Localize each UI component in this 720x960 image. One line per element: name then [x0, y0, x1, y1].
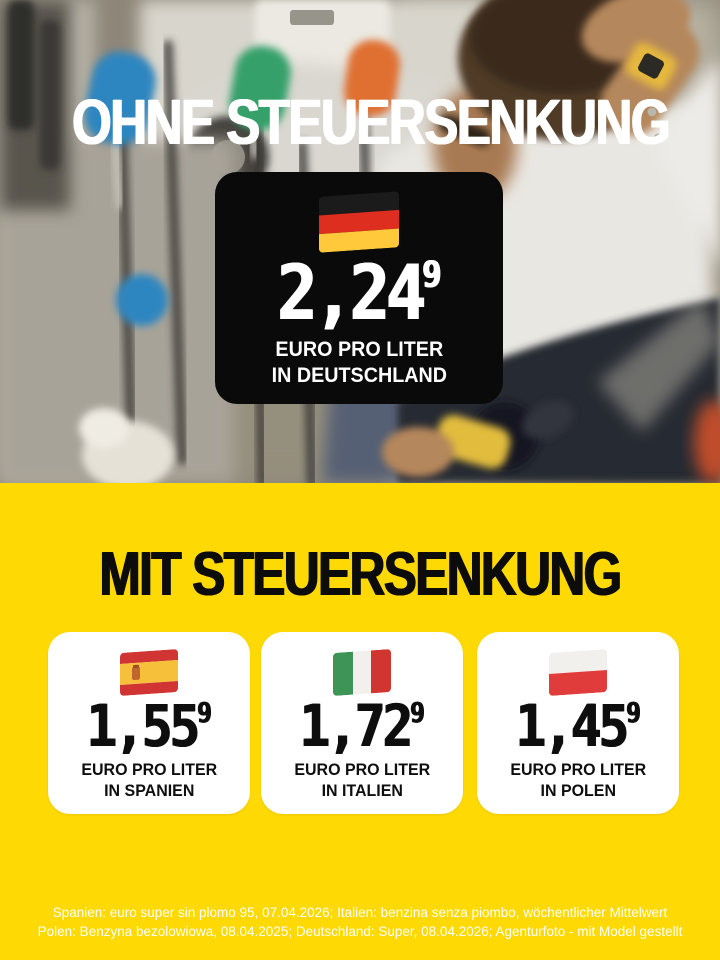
germany-price-card: 2,24 9 EURO PRO LITER IN DEUTSCHLAND — [215, 172, 503, 404]
spain-unit-label: EURO PRO LITER IN SPANIEN — [81, 760, 217, 801]
headline-without-tax-cut: OHNE STEUERSENKUNG — [72, 86, 671, 158]
spain-price: 1,55 9 — [86, 692, 212, 760]
germany-price-value: 2,24 — [276, 248, 426, 337]
spain-unit-line1: EURO PRO LITER — [81, 760, 217, 780]
footnote-line2: Polen: Benzyna bezolowiowa, 08.04.2025; … — [37, 924, 683, 940]
italy-unit-line1: EURO PRO LITER — [294, 760, 430, 780]
italy-unit-line2: IN ITALIEN — [321, 781, 403, 801]
poland-flag-icon — [549, 648, 607, 697]
germany-unit-line1: EURO PRO LITER — [275, 337, 443, 361]
germany-unit-line2: IN DEUTSCHLAND — [271, 363, 447, 387]
italy-price-card: 1,72 9 EURO PRO LITER IN ITALIEN — [261, 632, 463, 814]
spain-price-card: 1,55 9 EURO PRO LITER IN SPANIEN — [48, 632, 250, 814]
poland-price-value: 1,45 — [515, 692, 629, 760]
poland-price-card: 1,45 9 EURO PRO LITER IN POLEN — [477, 632, 679, 814]
italy-price: 1,72 9 — [299, 692, 425, 760]
source-footnote: Spanien: euro super sin plomo 95, 07.04.… — [0, 903, 720, 941]
poland-price-superscript: 9 — [625, 695, 641, 729]
germany-unit-label: EURO PRO LITER IN DEUTSCHLAND — [271, 337, 446, 388]
italy-unit-label: EURO PRO LITER IN ITALIEN — [294, 760, 430, 801]
poland-unit-line1: EURO PRO LITER — [510, 760, 646, 780]
italy-price-value: 1,72 — [299, 692, 413, 760]
spain-price-value: 1,55 — [86, 692, 200, 760]
germany-flag-icon — [319, 191, 399, 253]
footnote-line1: Spanien: euro super sin plomo 95, 07.04.… — [52, 905, 668, 920]
italy-price-superscript: 9 — [409, 695, 425, 729]
germany-price-superscript: 9 — [421, 252, 442, 296]
poland-unit-label: EURO PRO LITER IN POLEN — [510, 760, 646, 801]
spain-flag-icon — [120, 648, 178, 697]
spain-price-superscript: 9 — [196, 695, 212, 729]
poland-unit-line2: IN POLEN — [540, 781, 616, 801]
poland-price: 1,45 9 — [515, 692, 641, 760]
germany-price: 2,24 9 — [276, 248, 442, 337]
italy-flag-icon — [333, 648, 391, 697]
spain-unit-line2: IN SPANIEN — [103, 781, 195, 801]
headline-with-tax-cut: MIT STEUERSENKUNG — [99, 540, 622, 609]
